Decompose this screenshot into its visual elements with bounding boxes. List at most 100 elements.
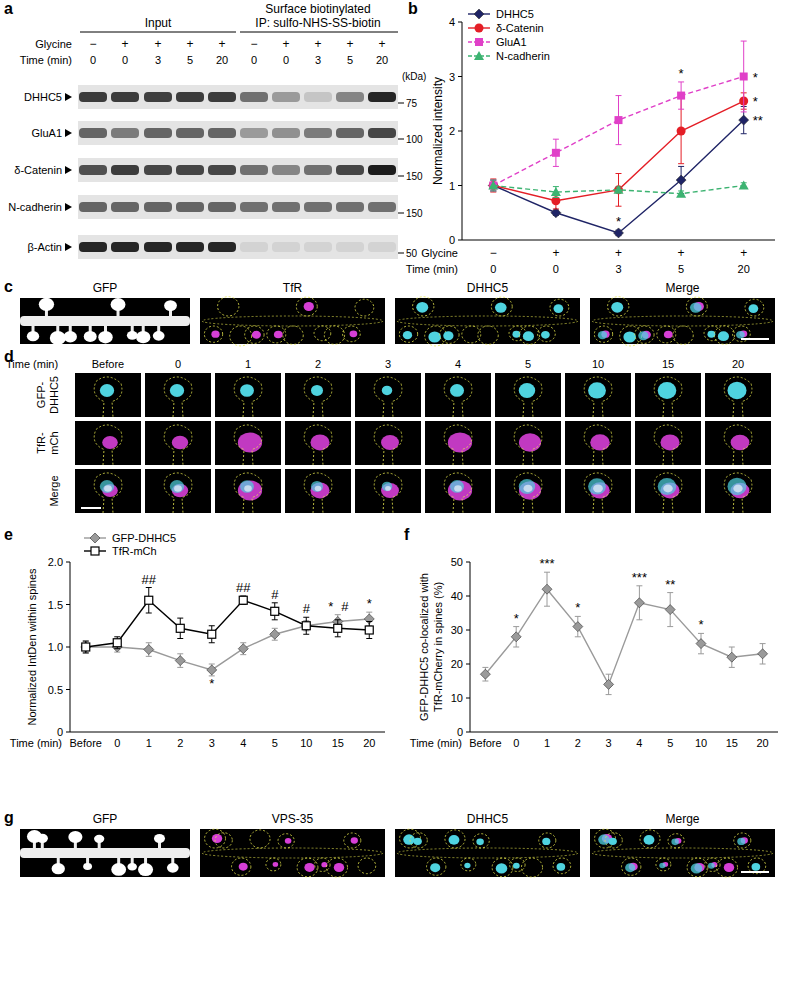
path	[444, 425, 472, 465]
line	[513, 647, 519, 648]
panel-label: g	[4, 809, 14, 826]
error-bar	[209, 626, 215, 643]
blot-strip	[78, 158, 398, 182]
band	[304, 242, 332, 252]
band	[272, 165, 300, 175]
ellipse	[687, 858, 708, 877]
rect	[75, 373, 141, 417]
ellipse	[102, 436, 118, 449]
line	[146, 587, 152, 588]
ellipse	[267, 326, 286, 343]
significance: *	[328, 599, 333, 614]
line	[741, 133, 747, 134]
line	[490, 190, 496, 191]
ellipse	[311, 481, 323, 492]
legend-marker	[474, 9, 484, 19]
time-label: Before	[92, 358, 124, 370]
spine-image	[635, 421, 701, 465]
marker	[113, 639, 121, 647]
line	[114, 648, 120, 649]
path	[164, 425, 192, 465]
band	[304, 92, 332, 102]
ellipse	[355, 299, 374, 316]
micrograph	[20, 829, 190, 877]
line	[678, 109, 684, 110]
path	[724, 377, 752, 417]
rect	[635, 421, 701, 465]
ellipse	[153, 331, 165, 341]
band	[208, 242, 236, 252]
band	[368, 242, 396, 252]
ellipse	[127, 863, 136, 870]
legend-label: GFP-DHHC5	[112, 532, 176, 544]
x-tick-label: 1	[544, 737, 550, 749]
line	[177, 653, 183, 654]
marker	[144, 645, 154, 655]
rect	[285, 421, 351, 465]
plot-area	[81, 588, 375, 676]
band	[176, 128, 204, 138]
marker	[758, 649, 768, 659]
x-tick-label: 15	[726, 737, 738, 749]
spine-image	[145, 469, 211, 513]
panel-label: e	[4, 526, 13, 543]
panel-title: TfR	[283, 281, 303, 295]
series-line	[86, 619, 370, 670]
lane-label: +	[282, 37, 289, 51]
line	[553, 139, 559, 140]
y-tick-label: 50	[451, 556, 463, 568]
ellipse	[297, 858, 318, 877]
line	[575, 616, 581, 617]
ellipse	[708, 863, 715, 869]
ellipse	[170, 384, 184, 397]
ellipse	[542, 838, 550, 845]
ellipse	[304, 302, 314, 311]
y-tick	[66, 562, 70, 563]
rect	[495, 373, 561, 417]
rect	[20, 829, 190, 877]
line	[366, 612, 372, 613]
panel-title: DHHC5	[467, 812, 509, 826]
line	[553, 166, 559, 167]
ellipse	[83, 863, 92, 870]
line	[678, 81, 684, 82]
path	[374, 473, 402, 513]
x-tick-label: 20	[756, 737, 768, 749]
marker	[614, 185, 624, 194]
ellipse	[382, 482, 392, 491]
y-tick	[458, 131, 462, 132]
ellipse	[296, 297, 317, 316]
ellipse	[668, 834, 684, 848]
line	[335, 636, 341, 637]
spine-image	[145, 373, 211, 417]
x-tick-label: 3	[615, 263, 621, 275]
line	[366, 638, 372, 639]
spine-image	[215, 373, 281, 417]
ellipse	[553, 858, 571, 874]
panel-title: VPS-35	[272, 812, 314, 826]
panel-label: f	[404, 526, 410, 543]
ellipse	[736, 331, 745, 339]
ellipse	[554, 304, 564, 313]
line	[544, 572, 550, 573]
x-tick-label: 1	[146, 737, 152, 749]
band	[144, 128, 172, 138]
significance: #	[341, 599, 349, 614]
x-tick-label: Before	[469, 737, 501, 749]
band	[272, 92, 300, 102]
time-label: 0	[175, 358, 181, 370]
series-line	[493, 186, 743, 194]
spine-image	[495, 421, 561, 465]
x-axis	[70, 732, 385, 733]
kda-label: 150	[406, 208, 423, 219]
marker	[740, 73, 748, 81]
x-tick-label: 5	[667, 737, 673, 749]
x-tick-label: 10	[695, 737, 707, 749]
ellipse	[174, 485, 182, 492]
lane-label: 0	[283, 54, 289, 66]
plot-area	[488, 41, 748, 238]
ellipse	[638, 331, 648, 340]
time-label: 2	[315, 358, 321, 370]
scale-bar	[741, 871, 769, 873]
row-label: mCh	[48, 431, 60, 454]
